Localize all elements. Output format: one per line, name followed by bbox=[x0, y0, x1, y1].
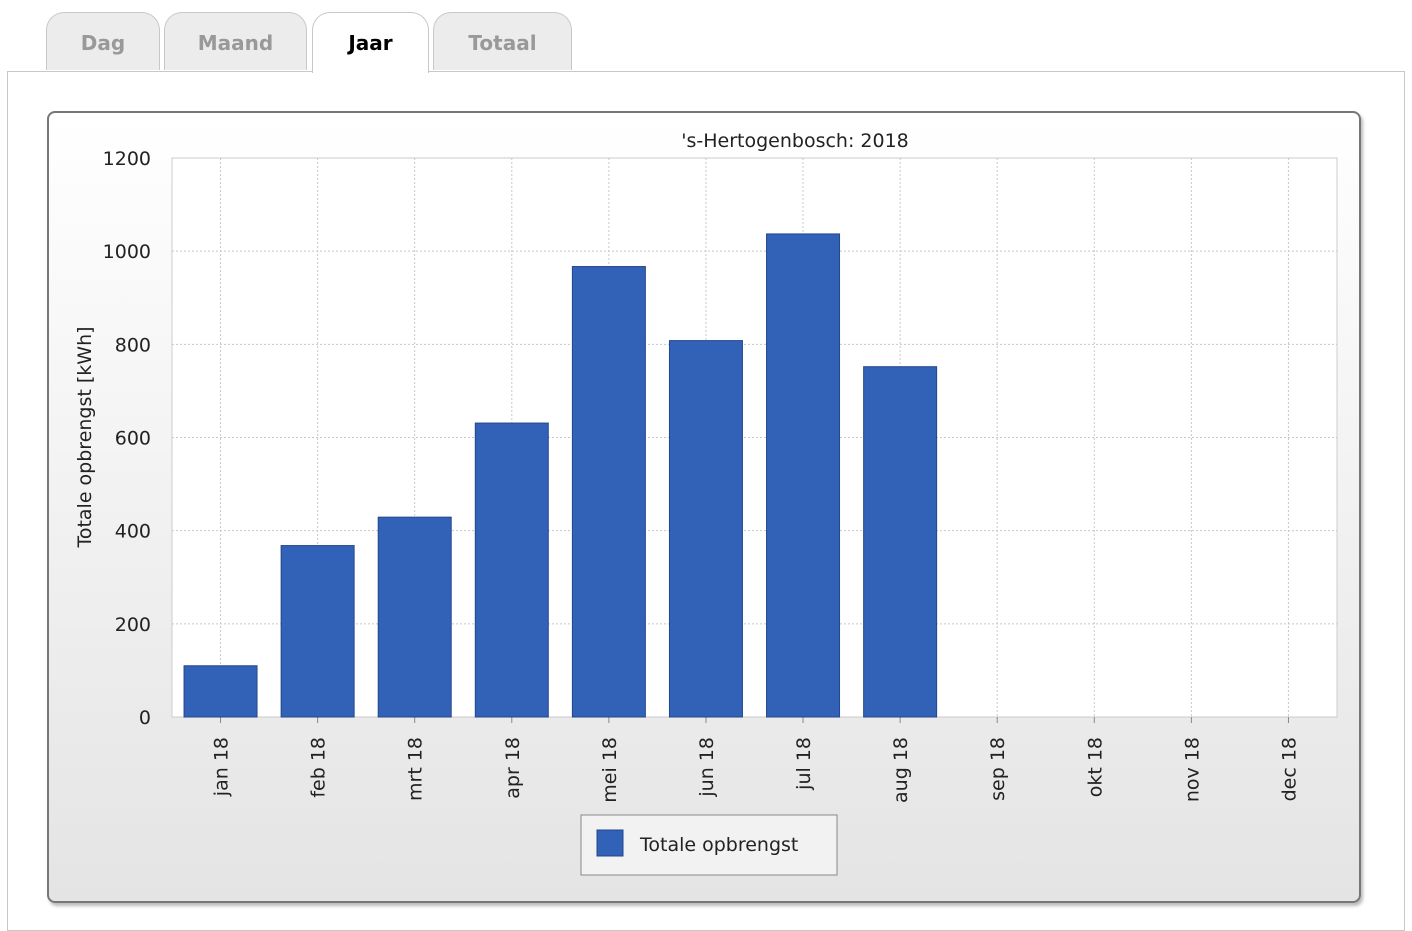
y-tick-label: 200 bbox=[115, 614, 151, 636]
bar-jan-18 bbox=[183, 665, 258, 718]
x-tick-label: sep 18 bbox=[987, 737, 1009, 801]
y-tick-label: 1200 bbox=[103, 148, 151, 170]
x-tick-label: okt 18 bbox=[1084, 737, 1106, 797]
chart-title: 's-Hertogenbosch: 2018 bbox=[681, 130, 909, 152]
x-tick-label: jul 18 bbox=[793, 737, 815, 791]
x-tick-label: feb 18 bbox=[308, 737, 330, 798]
y-axis-label: Totale opbrengst [kWh] bbox=[74, 326, 96, 548]
x-tick-label: mrt 18 bbox=[405, 737, 427, 801]
x-tick-label: apr 18 bbox=[502, 737, 524, 799]
bar-mrt-18 bbox=[377, 516, 452, 718]
y-tick-label: 1000 bbox=[103, 241, 151, 263]
bar-mei-18 bbox=[571, 266, 646, 718]
bar-feb-18 bbox=[280, 545, 355, 718]
x-tick-label: jan 18 bbox=[211, 737, 233, 797]
tab-totaal[interactable]: Totaal bbox=[433, 12, 572, 70]
x-tick-label: aug 18 bbox=[890, 737, 912, 803]
tab-jaar[interactable]: Jaar bbox=[312, 12, 429, 73]
y-tick-label: 800 bbox=[115, 334, 151, 356]
tab-maand[interactable]: Maand bbox=[164, 12, 307, 70]
legend-swatch bbox=[596, 829, 624, 857]
x-tick-label: nov 18 bbox=[1181, 737, 1203, 802]
tab-dag[interactable]: Dag bbox=[46, 12, 160, 70]
bar-apr-18 bbox=[474, 422, 549, 718]
plot-area bbox=[171, 157, 1338, 718]
legend bbox=[580, 814, 838, 876]
y-tick-label: 0 bbox=[139, 707, 151, 729]
x-tick-label: mei 18 bbox=[599, 737, 621, 803]
bar-aug-18 bbox=[863, 366, 938, 718]
x-tick-label: dec 18 bbox=[1278, 737, 1300, 801]
y-tick-label: 600 bbox=[115, 428, 151, 450]
x-tick-label: jun 18 bbox=[696, 737, 718, 798]
bar-jul-18 bbox=[766, 233, 841, 718]
legend-label: Totale opbrengst bbox=[639, 834, 798, 856]
bar-jun-18 bbox=[668, 340, 743, 718]
y-tick-label: 400 bbox=[115, 521, 151, 543]
